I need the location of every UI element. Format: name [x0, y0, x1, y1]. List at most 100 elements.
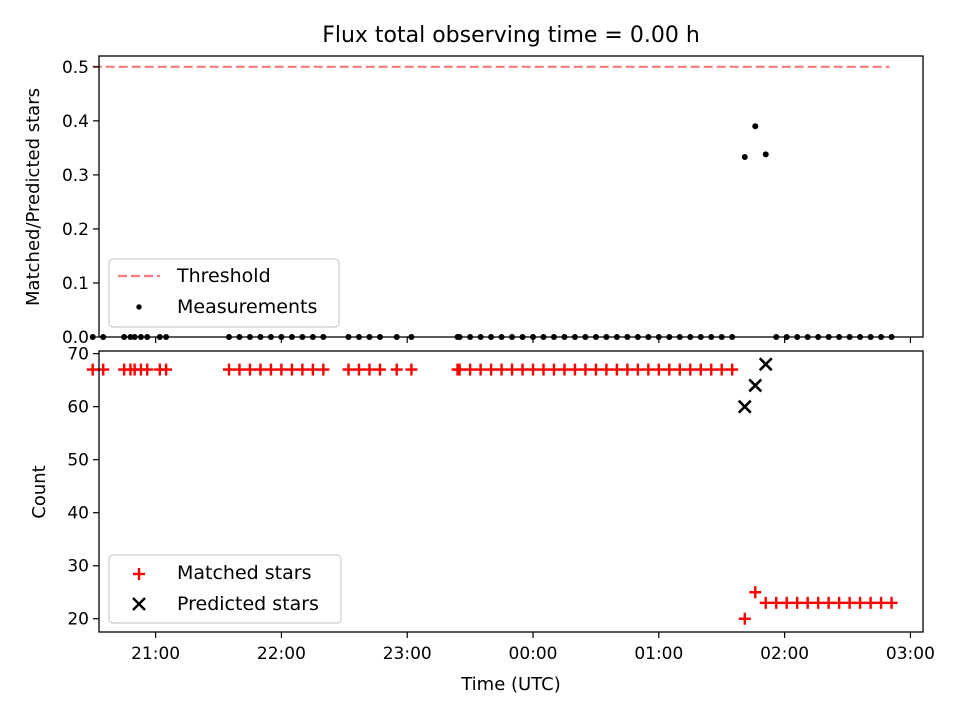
matched-star-point — [342, 363, 355, 376]
ratio-panel-y-ticks: 0.0 0.1 0.2 0.3 0.4 0.5 — [62, 58, 99, 348]
matched-star-point — [791, 596, 804, 609]
matched-star-point — [352, 363, 365, 376]
predicted-legend-label: Predicted stars — [177, 593, 319, 615]
count-panel-series — [86, 357, 898, 625]
matched-star-point — [621, 363, 634, 376]
matched-star-point — [160, 363, 173, 376]
count-panel-frame — [98, 350, 924, 633]
matched-star-point — [296, 363, 309, 376]
matched-star-point — [485, 363, 498, 376]
matched-star-point — [759, 596, 772, 609]
count-panel-x-label: Time (UTC) — [460, 674, 561, 695]
matched-star-point — [537, 363, 550, 376]
ratio-panel-frame — [98, 55, 924, 338]
matched-star-point — [568, 363, 581, 376]
matched-star-point — [673, 363, 686, 376]
matched-star-point — [875, 596, 888, 609]
predicted-star-point — [748, 378, 763, 393]
count-panel-x-ticks: 21:00 22:00 23:00 00:00 01:00 02:00 03:00 — [131, 632, 935, 664]
count-panel: 20 30 40 50 60 70 21:00 22:00 23:00 00:00 01:00 02… — [29, 345, 935, 695]
matched-star-point — [579, 363, 592, 376]
measurement-point — [89, 334, 96, 340]
matched-star-point — [642, 363, 655, 376]
y-tick-label: 0.3 — [62, 166, 89, 186]
matched-star-point — [233, 363, 246, 376]
matched-star-point — [390, 363, 403, 376]
count-panel-legend: Matched stars Predicted stars — [108, 554, 342, 624]
y-tick-label: 40 — [67, 504, 89, 524]
threshold-legend-label: Threshold — [176, 265, 271, 287]
matched-star-point — [547, 363, 560, 376]
predicted-star-point — [737, 399, 752, 414]
ratio-panel: 0.0 0.1 0.2 0.3 0.4 0.5 Matched/Predicted sta… — [23, 55, 924, 348]
matched-star-point — [684, 363, 697, 376]
matched-star-point — [631, 363, 644, 376]
predicted-star-point — [758, 357, 773, 372]
matched-star-point — [317, 363, 330, 376]
measurements-legend-swatch — [136, 304, 142, 310]
x-tick-label: 01:00 — [634, 644, 683, 664]
matched-star-point — [306, 363, 319, 376]
x-tick-label: 02:00 — [760, 644, 809, 664]
y-tick-label: 70 — [67, 345, 89, 365]
ratio-panel-legend: Threshold Measurements — [108, 258, 340, 328]
matched-star-point — [141, 363, 154, 376]
y-tick-label: 50 — [67, 451, 89, 471]
x-tick-label: 23:00 — [383, 644, 432, 664]
matched-star-point — [705, 363, 718, 376]
matched-star-point — [363, 363, 376, 376]
predicted-legend-swatch — [132, 597, 146, 611]
matched-star-point — [474, 363, 487, 376]
matched-star-point — [822, 596, 835, 609]
matched-star-point — [854, 596, 867, 609]
y-tick-label: 30 — [67, 557, 89, 577]
matched-star-point — [373, 363, 386, 376]
matched-star-point — [812, 596, 825, 609]
matched-star-point — [589, 363, 602, 376]
matched-star-point — [86, 363, 99, 376]
matched-star-point — [864, 596, 877, 609]
matched-legend-swatch — [133, 568, 145, 580]
measurements-legend-label: Measurements — [177, 296, 317, 318]
matched-star-point — [464, 363, 477, 376]
matched-star-point — [715, 363, 728, 376]
matched-star-point — [254, 363, 267, 376]
count-panel-y-ticks: 20 30 40 50 60 70 — [67, 345, 99, 630]
y-tick-label: 0.4 — [62, 112, 89, 132]
x-tick-label: 00:00 — [509, 644, 558, 664]
chart-title: Flux total observing time = 0.00 h — [322, 23, 700, 48]
ratio-panel-x-ticks — [155, 337, 912, 343]
matched-star-point — [694, 363, 707, 376]
count-panel-y-label: Count — [29, 465, 50, 518]
matched-star-point — [453, 363, 466, 376]
matched-star-point — [243, 363, 256, 376]
x-tick-label: 22:00 — [257, 644, 306, 664]
y-tick-label: 0.0 — [62, 328, 89, 348]
matched-star-point — [285, 363, 298, 376]
ratio-legend-box — [108, 258, 340, 328]
x-tick-label: 21:00 — [131, 644, 180, 664]
matched-star-point — [600, 363, 613, 376]
measurement-point — [762, 151, 769, 158]
y-tick-label: 20 — [67, 610, 89, 630]
matched-star-point — [558, 363, 571, 376]
y-tick-label: 0.1 — [62, 274, 89, 294]
matched-star-point — [495, 363, 508, 376]
matched-star-point — [652, 363, 665, 376]
matched-star-point — [222, 363, 235, 376]
matched-star-point — [405, 363, 418, 376]
matched-star-point — [801, 596, 814, 609]
y-tick-label: 0.2 — [62, 220, 89, 240]
matched-star-point — [833, 596, 846, 609]
y-tick-label: 60 — [67, 398, 89, 418]
matched-star-point — [726, 363, 739, 376]
measurement-point — [741, 154, 748, 161]
matched-legend-label: Matched stars — [177, 562, 311, 584]
matched-star-point — [663, 363, 676, 376]
matched-star-point — [843, 596, 856, 609]
y-tick-label: 0.5 — [62, 58, 89, 78]
matched-star-point — [275, 363, 288, 376]
count-legend-box — [108, 554, 342, 624]
matched-star-point — [749, 586, 762, 599]
